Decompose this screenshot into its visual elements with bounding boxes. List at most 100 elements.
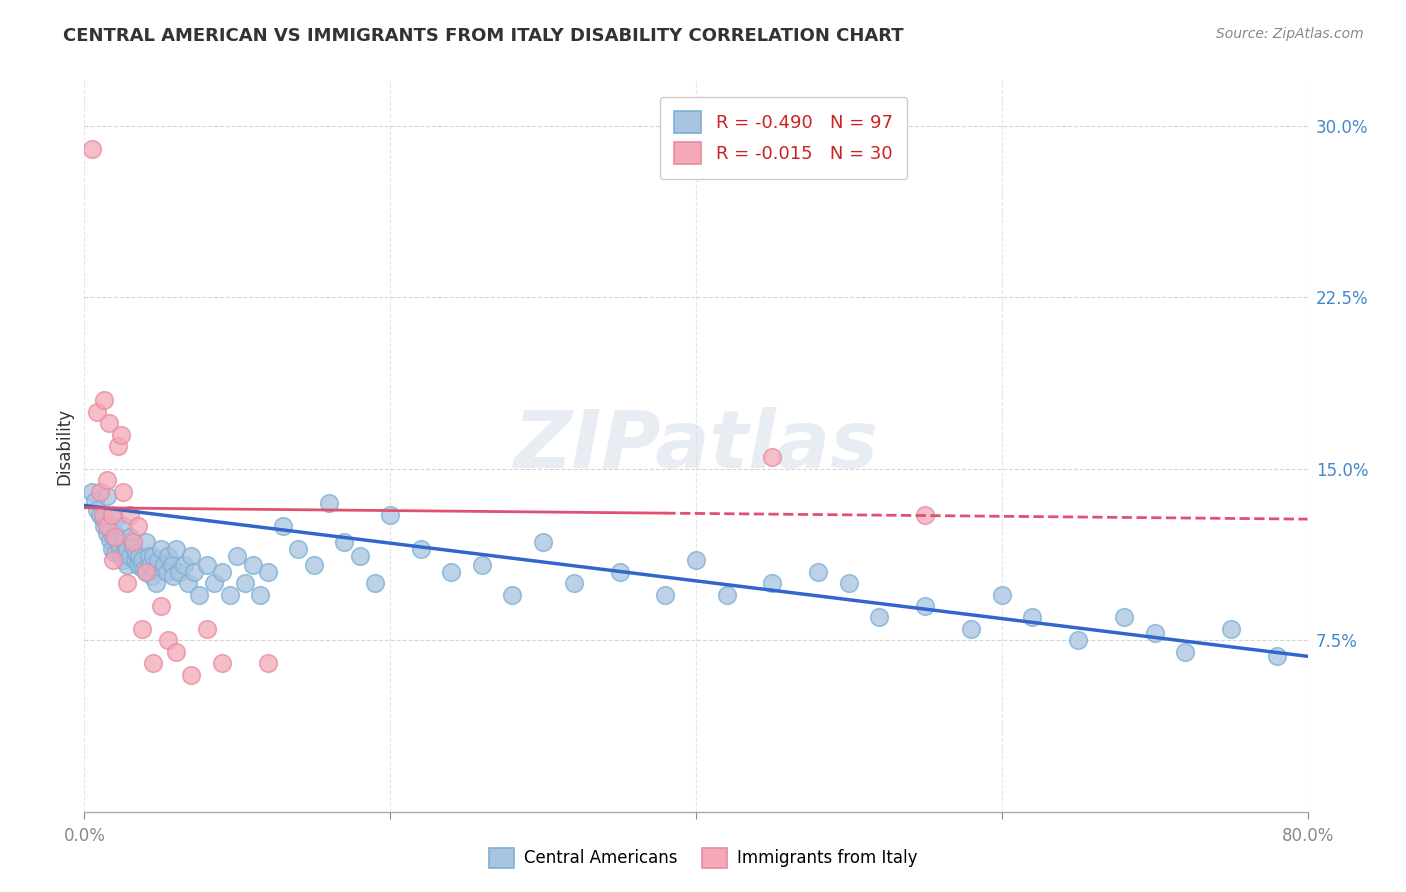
Point — [153, 558, 176, 572]
Point — [302, 558, 325, 572]
Point — [141, 569, 163, 583]
Y-axis label: Disability: Disability — [55, 408, 73, 484]
Text: CENTRAL AMERICAN VS IMMIGRANTS FROM ITALY DISABILITY CORRELATION CHART: CENTRAL AMERICAN VS IMMIGRANTS FROM ITAL… — [63, 27, 904, 45]
Point — [226, 549, 249, 563]
Point — [531, 535, 554, 549]
Point — [111, 519, 134, 533]
Legend: Central Americans, Immigrants from Italy: Central Americans, Immigrants from Italy — [482, 841, 924, 875]
Point — [125, 546, 148, 560]
Point — [1174, 645, 1197, 659]
Point — [139, 558, 162, 572]
Point — [104, 546, 127, 560]
Point — [195, 558, 218, 572]
Point — [104, 512, 127, 526]
Point — [145, 576, 167, 591]
Point — [149, 541, 172, 556]
Point — [142, 549, 165, 563]
Point — [110, 549, 132, 563]
Point — [211, 656, 233, 670]
Point — [142, 656, 165, 670]
Point — [128, 549, 150, 563]
Point — [960, 622, 983, 636]
Point — [91, 512, 114, 526]
Point — [114, 546, 136, 560]
Point — [97, 416, 120, 430]
Point — [157, 633, 180, 648]
Point — [115, 558, 138, 572]
Legend: R = -0.490   N = 97, R = -0.015   N = 30: R = -0.490 N = 97, R = -0.015 N = 30 — [659, 96, 907, 178]
Point — [84, 494, 107, 508]
Point — [129, 560, 152, 574]
Point — [914, 508, 936, 522]
Point — [364, 576, 387, 591]
Point — [914, 599, 936, 613]
Point — [502, 588, 524, 602]
Point — [761, 576, 783, 591]
Point — [108, 541, 131, 556]
Point — [146, 553, 169, 567]
Point — [115, 576, 138, 591]
Point — [165, 645, 187, 659]
Point — [86, 405, 108, 419]
Point — [157, 549, 180, 563]
Point — [127, 519, 149, 533]
Point — [96, 525, 118, 540]
Point — [124, 553, 146, 567]
Point — [1265, 649, 1288, 664]
Point — [122, 535, 145, 549]
Point — [135, 565, 157, 579]
Point — [257, 656, 280, 670]
Point — [869, 610, 891, 624]
Point — [120, 530, 142, 544]
Point — [249, 588, 271, 602]
Point — [716, 588, 738, 602]
Point — [96, 489, 118, 503]
Point — [333, 535, 356, 549]
Point — [96, 519, 118, 533]
Point — [120, 508, 142, 522]
Point — [101, 541, 124, 556]
Point — [120, 549, 142, 563]
Point — [654, 588, 676, 602]
Point — [685, 553, 707, 567]
Point — [471, 558, 494, 572]
Point — [271, 519, 294, 533]
Point — [218, 588, 240, 602]
Point — [195, 622, 218, 636]
Point — [111, 553, 134, 567]
Text: Source: ZipAtlas.com: Source: ZipAtlas.com — [1216, 27, 1364, 41]
Point — [115, 541, 138, 556]
Point — [991, 588, 1014, 602]
Point — [103, 530, 125, 544]
Point — [183, 565, 205, 579]
Point — [177, 576, 200, 591]
Point — [132, 562, 155, 576]
Point — [1067, 633, 1090, 648]
Point — [80, 484, 103, 499]
Point — [1021, 610, 1043, 624]
Point — [80, 142, 103, 156]
Point — [409, 541, 432, 556]
Point — [103, 553, 125, 567]
Point — [167, 565, 190, 579]
Point — [93, 393, 115, 408]
Point — [233, 576, 256, 591]
Point — [135, 565, 157, 579]
Point — [105, 528, 128, 542]
Point — [380, 508, 402, 522]
Point — [112, 535, 135, 549]
Point — [89, 508, 111, 522]
Point — [211, 565, 233, 579]
Point — [162, 569, 184, 583]
Point — [122, 540, 145, 554]
Point — [110, 427, 132, 442]
Point — [807, 565, 830, 579]
Point — [440, 565, 463, 579]
Point — [104, 530, 127, 544]
Point — [257, 565, 280, 579]
Text: ZIPatlas: ZIPatlas — [513, 407, 879, 485]
Point — [318, 496, 340, 510]
Point — [89, 484, 111, 499]
Point — [143, 562, 166, 576]
Point — [761, 450, 783, 465]
